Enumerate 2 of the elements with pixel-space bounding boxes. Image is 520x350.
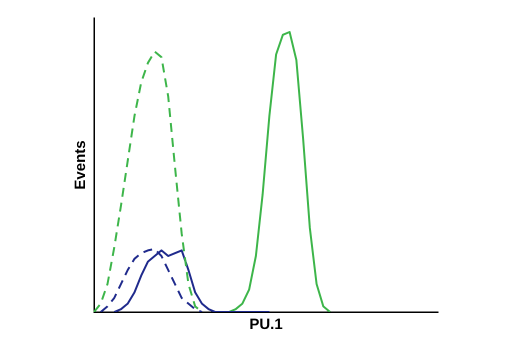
y-axis-title: Events xyxy=(72,140,90,190)
x-axis-title: PU.1 xyxy=(249,316,283,334)
